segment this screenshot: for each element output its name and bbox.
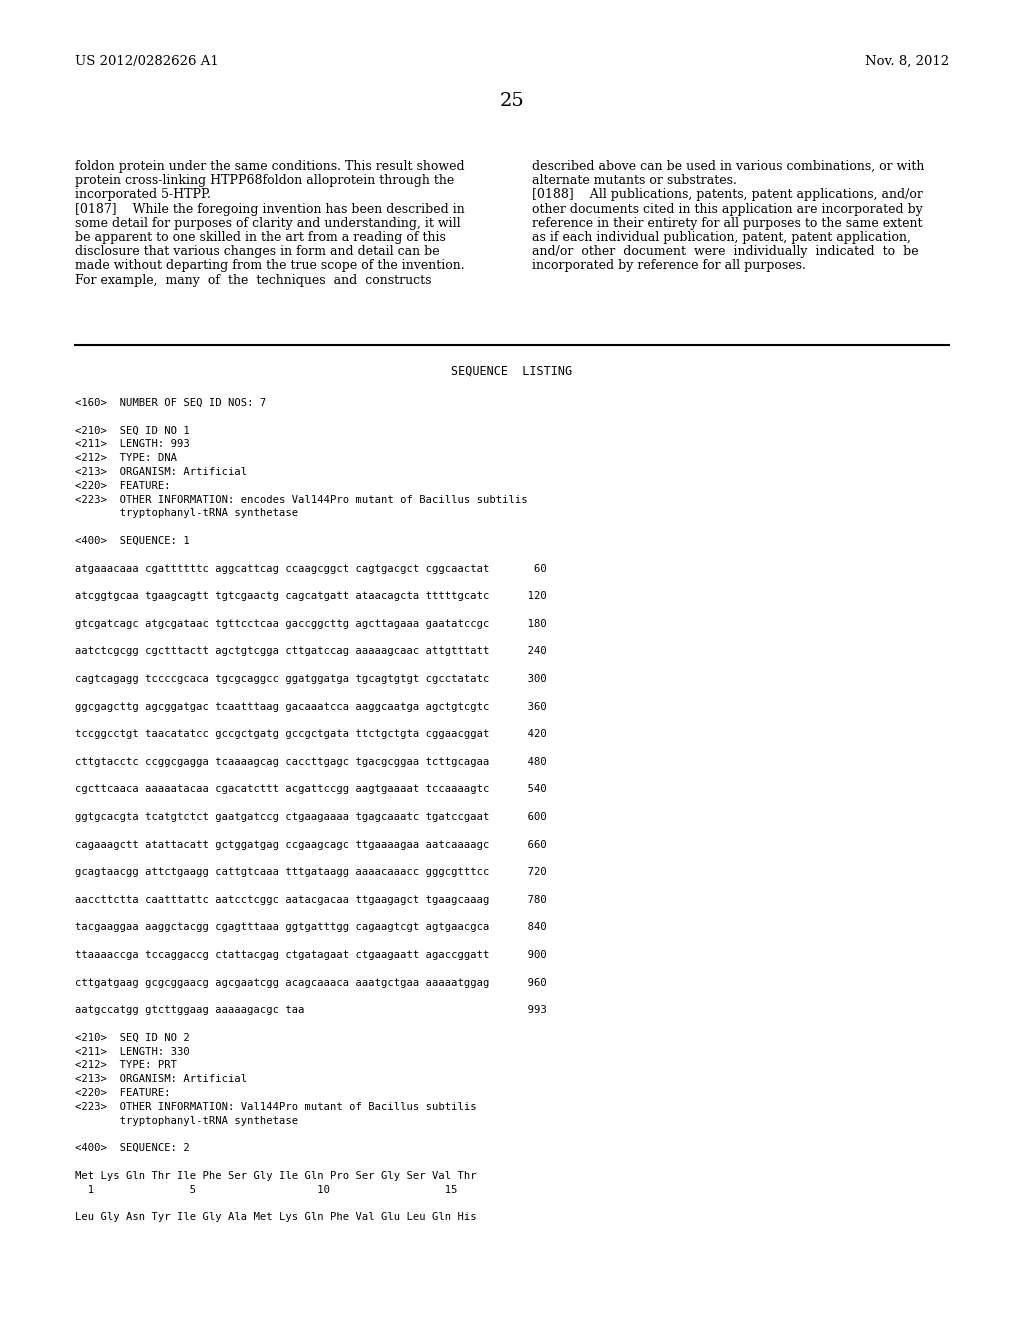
Text: Nov. 8, 2012: Nov. 8, 2012	[865, 55, 949, 69]
Text: ggcgagcttg agcggatgac tcaatttaag gacaaatcca aaggcaatga agctgtcgtc      360: ggcgagcttg agcggatgac tcaatttaag gacaaat…	[75, 702, 547, 711]
Text: [0188]    All publications, patents, patent applications, and/or: [0188] All publications, patents, patent…	[532, 189, 923, 202]
Text: <400>  SEQUENCE: 2: <400> SEQUENCE: 2	[75, 1143, 189, 1154]
Text: made without departing from the true scope of the invention.: made without departing from the true sco…	[75, 260, 465, 272]
Text: atgaaacaaa cgattttttc aggcattcag ccaagcggct cagtgacgct cggcaactat       60: atgaaacaaa cgattttttc aggcattcag ccaagcg…	[75, 564, 547, 574]
Text: US 2012/0282626 A1: US 2012/0282626 A1	[75, 55, 219, 69]
Text: cttgtacctc ccggcgagga tcaaaagcag caccttgagc tgacgcggaa tcttgcagaa      480: cttgtacctc ccggcgagga tcaaaagcag caccttg…	[75, 756, 547, 767]
Text: tacgaaggaa aaggctacgg cgagtttaaa ggtgatttgg cagaagtcgt agtgaacgca      840: tacgaaggaa aaggctacgg cgagtttaaa ggtgatt…	[75, 923, 547, 932]
Text: <160>  NUMBER OF SEQ ID NOS: 7: <160> NUMBER OF SEQ ID NOS: 7	[75, 399, 266, 408]
Text: <213>  ORGANISM: Artificial: <213> ORGANISM: Artificial	[75, 1074, 247, 1084]
Text: tryptophanyl-tRNA synthetase: tryptophanyl-tRNA synthetase	[75, 508, 298, 519]
Text: gcagtaacgg attctgaagg cattgtcaaa tttgataagg aaaacaaacc gggcgtttcc      720: gcagtaacgg attctgaagg cattgtcaaa tttgata…	[75, 867, 547, 878]
Text: incorporated by reference for all purposes.: incorporated by reference for all purpos…	[532, 260, 806, 272]
Text: [0187]    While the foregoing invention has been described in: [0187] While the foregoing invention has…	[75, 202, 465, 215]
Text: <211>  LENGTH: 993: <211> LENGTH: 993	[75, 440, 189, 449]
Text: For example,  many  of  the  techniques  and  constructs: For example, many of the techniques and …	[75, 273, 431, 286]
Text: <223>  OTHER INFORMATION: Val144Pro mutant of Bacillus subtilis: <223> OTHER INFORMATION: Val144Pro mutan…	[75, 1102, 476, 1111]
Text: <213>  ORGANISM: Artificial: <213> ORGANISM: Artificial	[75, 467, 247, 477]
Text: disclosure that various changes in form and detail can be: disclosure that various changes in form …	[75, 246, 439, 259]
Text: ttaaaaccga tccaggaccg ctattacgag ctgatagaat ctgaagaatt agaccggatt      900: ttaaaaccga tccaggaccg ctattacgag ctgatag…	[75, 950, 547, 960]
Text: tryptophanyl-tRNA synthetase: tryptophanyl-tRNA synthetase	[75, 1115, 298, 1126]
Text: <212>  TYPE: PRT: <212> TYPE: PRT	[75, 1060, 177, 1071]
Text: cttgatgaag gcgcggaacg agcgaatcgg acagcaaaca aaatgctgaa aaaaatggag      960: cttgatgaag gcgcggaacg agcgaatcgg acagcaa…	[75, 978, 547, 987]
Text: be apparent to one skilled in the art from a reading of this: be apparent to one skilled in the art fr…	[75, 231, 445, 244]
Text: <211>  LENGTH: 330: <211> LENGTH: 330	[75, 1047, 189, 1056]
Text: protein cross-linking HTPP68foldon alloprotein through the: protein cross-linking HTPP68foldon allop…	[75, 174, 455, 187]
Text: foldon protein under the same conditions. This result showed: foldon protein under the same conditions…	[75, 160, 465, 173]
Text: reference in their entirety for all purposes to the same extent: reference in their entirety for all purp…	[532, 216, 923, 230]
Text: <223>  OTHER INFORMATION: encodes Val144Pro mutant of Bacillus subtilis: <223> OTHER INFORMATION: encodes Val144P…	[75, 495, 527, 504]
Text: tccggcctgt taacatatcc gccgctgatg gccgctgata ttctgctgta cggaacggat      420: tccggcctgt taacatatcc gccgctgatg gccgctg…	[75, 729, 547, 739]
Text: other documents cited in this application are incorporated by: other documents cited in this applicatio…	[532, 202, 923, 215]
Text: aatctcgcgg cgctttactt agctgtcgga cttgatccag aaaaagcaac attgtttatt      240: aatctcgcgg cgctttactt agctgtcgga cttgatc…	[75, 647, 547, 656]
Text: cagaaagctt atattacatt gctggatgag ccgaagcagc ttgaaaagaa aatcaaaagc      660: cagaaagctt atattacatt gctggatgag ccgaagc…	[75, 840, 547, 850]
Text: <220>  FEATURE:: <220> FEATURE:	[75, 480, 171, 491]
Text: ggtgcacgta tcatgtctct gaatgatccg ctgaagaaaa tgagcaaatc tgatccgaat      600: ggtgcacgta tcatgtctct gaatgatccg ctgaaga…	[75, 812, 547, 822]
Text: atcggtgcaa tgaagcagtt tgtcgaactg cagcatgatt ataacagcta tttttgcatc      120: atcggtgcaa tgaagcagtt tgtcgaactg cagcatg…	[75, 591, 547, 601]
Text: cagtcagagg tccccgcaca tgcgcaggcc ggatggatga tgcagtgtgt cgcctatatc      300: cagtcagagg tccccgcaca tgcgcaggcc ggatgga…	[75, 675, 547, 684]
Text: incorporated 5-HTPP.: incorporated 5-HTPP.	[75, 189, 211, 202]
Text: cgcttcaaca aaaaatacaa cgacatcttt acgattccgg aagtgaaaat tccaaaagtc      540: cgcttcaaca aaaaatacaa cgacatcttt acgattc…	[75, 784, 547, 795]
Text: and/or  other  document  were  individually  indicated  to  be: and/or other document were individually …	[532, 246, 919, 259]
Text: gtcgatcagc atgcgataac tgttcctcaa gaccggcttg agcttagaaa gaatatccgc      180: gtcgatcagc atgcgataac tgttcctcaa gaccggc…	[75, 619, 547, 628]
Text: aatgccatgg gtcttggaag aaaaagacgc taa                                   993: aatgccatgg gtcttggaag aaaaagacgc taa 993	[75, 1006, 547, 1015]
Text: <212>  TYPE: DNA: <212> TYPE: DNA	[75, 453, 177, 463]
Text: <400>  SEQUENCE: 1: <400> SEQUENCE: 1	[75, 536, 189, 546]
Text: <220>  FEATURE:: <220> FEATURE:	[75, 1088, 171, 1098]
Text: Met Lys Gln Thr Ile Phe Ser Gly Ile Gln Pro Ser Gly Ser Val Thr: Met Lys Gln Thr Ile Phe Ser Gly Ile Gln …	[75, 1171, 476, 1181]
Text: as if each individual publication, patent, patent application,: as if each individual publication, paten…	[532, 231, 911, 244]
Text: SEQUENCE  LISTING: SEQUENCE LISTING	[452, 366, 572, 378]
Text: described above can be used in various combinations, or with: described above can be used in various c…	[532, 160, 925, 173]
Text: aaccttctta caatttattc aatcctcggc aatacgacaa ttgaagagct tgaagcaaag      780: aaccttctta caatttattc aatcctcggc aatacga…	[75, 895, 547, 904]
Text: 1               5                   10                  15: 1 5 10 15	[75, 1184, 458, 1195]
Text: Leu Gly Asn Tyr Ile Gly Ala Met Lys Gln Phe Val Glu Leu Gln His: Leu Gly Asn Tyr Ile Gly Ala Met Lys Gln …	[75, 1212, 476, 1222]
Text: alternate mutants or substrates.: alternate mutants or substrates.	[532, 174, 737, 187]
Text: <210>  SEQ ID NO 2: <210> SEQ ID NO 2	[75, 1032, 189, 1043]
Text: some detail for purposes of clarity and understanding, it will: some detail for purposes of clarity and …	[75, 216, 461, 230]
Text: 25: 25	[500, 92, 524, 110]
Text: <210>  SEQ ID NO 1: <210> SEQ ID NO 1	[75, 425, 189, 436]
